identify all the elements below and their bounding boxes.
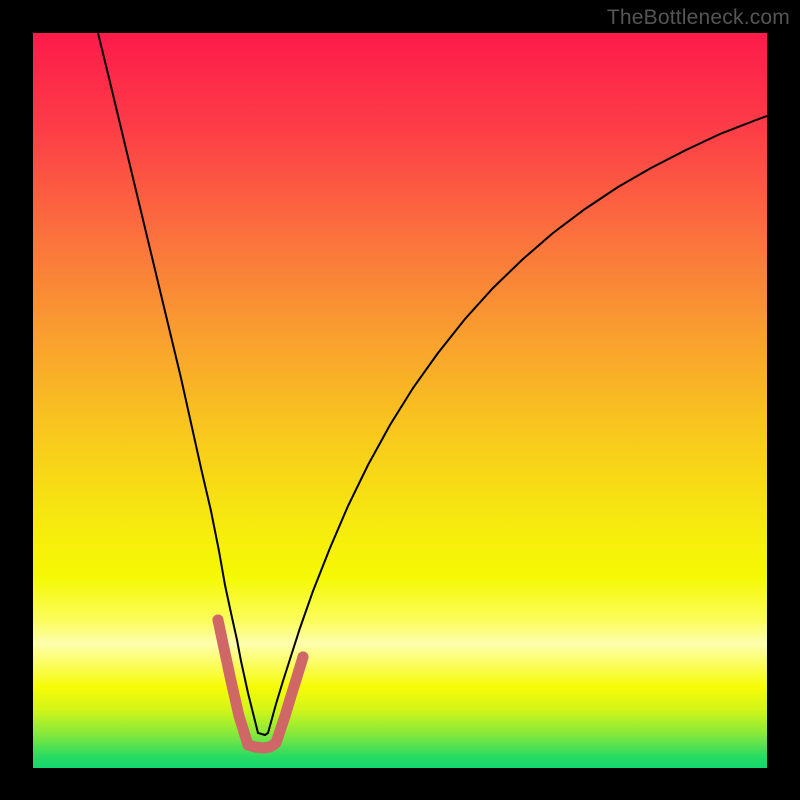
plot-gradient-background — [33, 33, 767, 768]
watermark-text: TheBottleneck.com — [607, 6, 790, 30]
